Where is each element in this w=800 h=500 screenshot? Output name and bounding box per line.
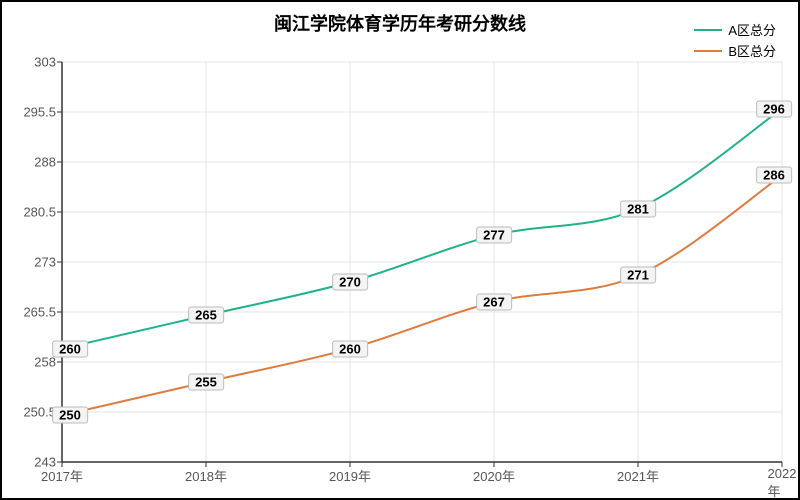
value-label: 265	[188, 307, 224, 324]
value-label: 267	[476, 294, 512, 311]
y-tick-label: 265.5	[23, 305, 62, 320]
x-tick-label: 2020年	[473, 462, 515, 485]
x-tick-label: 2019年	[329, 462, 371, 485]
y-tick-label: 303	[34, 55, 62, 70]
value-label: 271	[620, 267, 656, 284]
y-tick-label: 273	[34, 255, 62, 270]
x-tick-label: 2021年	[617, 462, 659, 485]
value-label: 260	[332, 340, 368, 357]
value-label: 286	[756, 167, 792, 184]
x-tick-label: 2017年	[41, 462, 83, 485]
y-tick-label: 280.5	[23, 205, 62, 220]
y-tick-label: 295.5	[23, 105, 62, 120]
value-label: 255	[188, 374, 224, 391]
value-label: 270	[332, 274, 368, 291]
value-label: 250	[52, 407, 88, 424]
x-tick-label: 2022年	[768, 462, 797, 500]
value-label: 277	[476, 227, 512, 244]
value-label: 281	[620, 200, 656, 217]
value-label: 296	[756, 100, 792, 117]
chart-container: 闽江学院体育学历年考研分数线 A区总分 B区总分 243250.5258265.…	[0, 0, 800, 500]
y-tick-label: 288	[34, 155, 62, 170]
x-tick-label: 2018年	[185, 462, 227, 485]
value-label: 260	[52, 340, 88, 357]
plot-area	[2, 2, 798, 498]
